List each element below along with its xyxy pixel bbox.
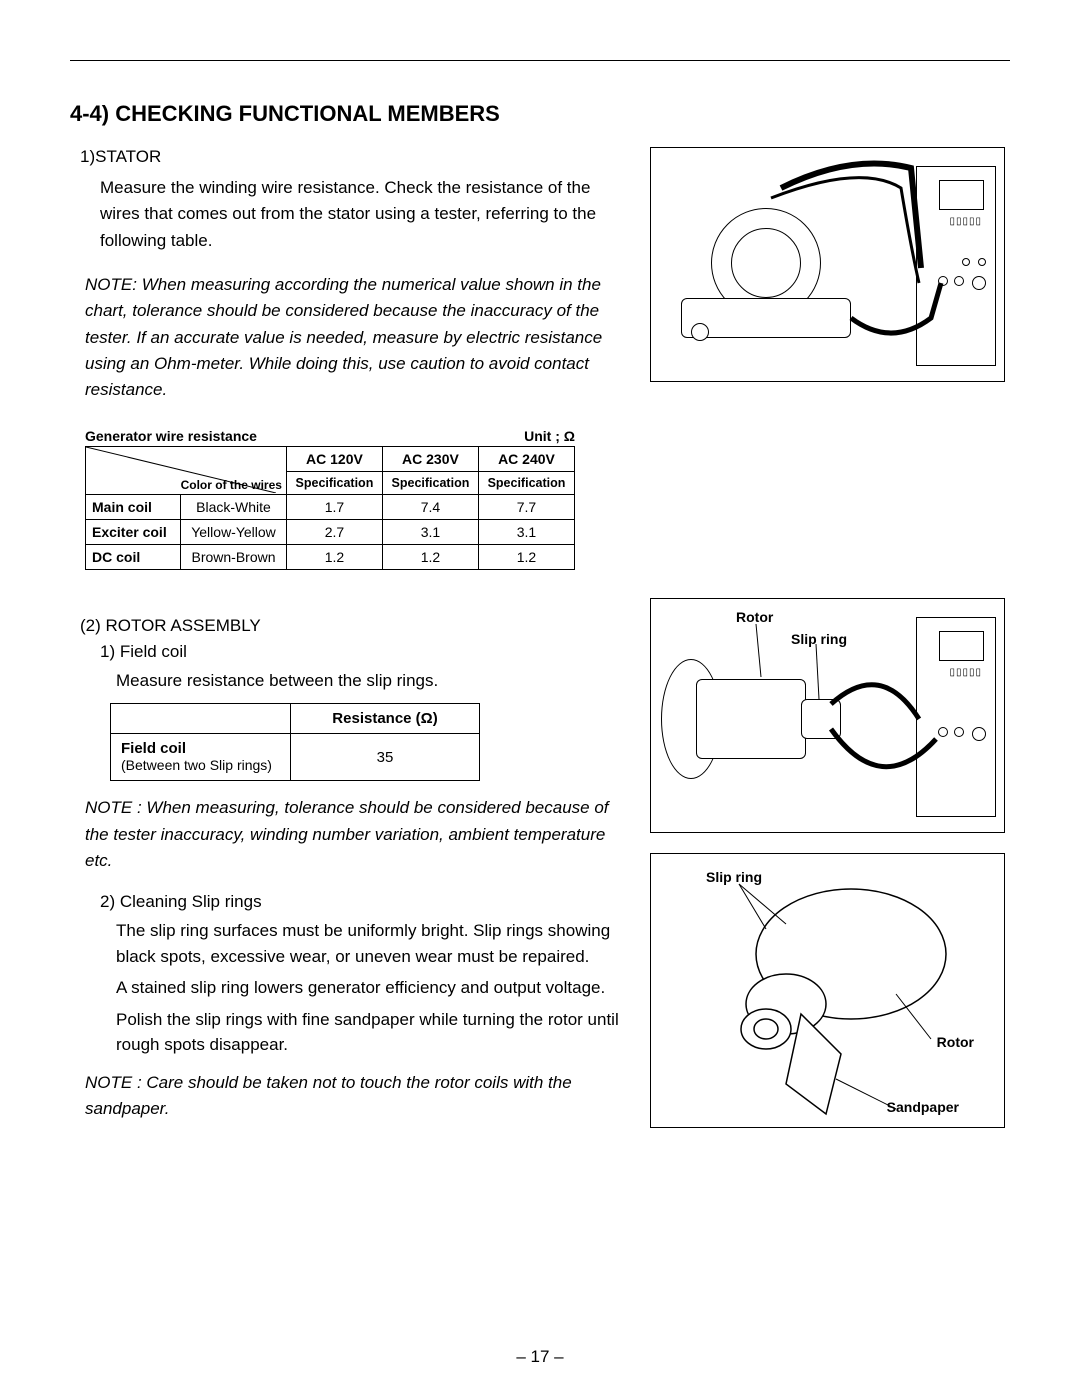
note-prefix: NOTE :: [85, 798, 142, 817]
t2-label-bold: Field coil: [121, 740, 186, 757]
stator-heading: 1)STATOR: [80, 147, 630, 167]
rotor-note1: NOTE : When measuring, tolerance should …: [85, 795, 630, 874]
stator-note: NOTE: When measuring according the numer…: [85, 272, 630, 404]
table1-title-left: Generator wire resistance: [85, 428, 257, 444]
color-label: Color of the wires: [181, 478, 282, 492]
table1-title-right: Unit ; Ω: [524, 428, 575, 444]
note-text: When measuring, tolerance should be cons…: [85, 798, 609, 870]
section-title: 4-4) CHECKING FUNCTIONAL MEMBERS: [70, 101, 1010, 127]
col2-top: AC 230V: [382, 446, 478, 471]
figure-rotor-sandpaper: Slip ring Rotor Sandpaper: [650, 853, 1005, 1128]
t2-value: 35: [291, 734, 480, 781]
note-text: Care should be taken not to touch the ro…: [85, 1073, 572, 1118]
col3-bot: Specification: [478, 471, 574, 494]
rotor-body1: Measure resistance between the slip ring…: [116, 668, 630, 694]
rotor-body2a: The slip ring surfaces must be uniformly…: [116, 918, 630, 969]
col3-top: AC 240V: [478, 446, 574, 471]
t2-header: Resistance (Ω): [291, 704, 480, 734]
table-generator-resistance: Color of the wires AC 120V AC 230V AC 24…: [85, 446, 575, 570]
rotor-note2: NOTE : Care should be taken not to touch…: [85, 1070, 630, 1123]
table1-title: Generator wire resistance Unit ; Ω: [85, 428, 575, 444]
rotor-body2c: Polish the slip rings with fine sandpape…: [116, 1007, 630, 1058]
rotor-sub1: 1) Field coil: [100, 642, 630, 662]
table-row: DC coil Brown-Brown 1.2 1.2 1.2: [86, 544, 575, 569]
col2-bot: Specification: [382, 471, 478, 494]
col1-bot: Specification: [286, 471, 382, 494]
top-rule: [70, 60, 1010, 61]
rotor-heading: (2) ROTOR ASSEMBLY: [80, 616, 630, 636]
table-row: Exciter coil Yellow-Yellow 2.7 3.1 3.1: [86, 519, 575, 544]
table-row: Main coil Black-White 1.7 7.4 7.7: [86, 494, 575, 519]
table-row: Field coil (Between two Slip rings) 35: [111, 734, 480, 781]
note-prefix: NOTE:: [85, 275, 137, 294]
note-prefix: NOTE :: [85, 1073, 142, 1092]
rotor-body2b: A stained slip ring lowers generator eff…: [116, 975, 630, 1001]
rotor-sub2: 2) Cleaning Slip rings: [100, 892, 630, 912]
col1-top: AC 120V: [286, 446, 382, 471]
note-text: When measuring according the numerical v…: [85, 275, 602, 399]
t2-label-sub: (Between two Slip rings): [121, 757, 272, 773]
figure-stator: ▯▯▯▯▯: [650, 147, 1005, 382]
table-field-coil: Resistance (Ω) Field coil (Between two S…: [110, 703, 480, 781]
rotor-row: (2) ROTOR ASSEMBLY 1) Field coil Measure…: [70, 588, 1010, 1128]
stator-body: Measure the winding wire resistance. Che…: [100, 175, 630, 254]
figure-rotor-test: Rotor Slip ring ▯▯▯▯▯: [650, 598, 1005, 833]
stator-row: 1)STATOR Measure the winding wire resist…: [70, 147, 1010, 422]
page-number: – 17 –: [0, 1347, 1080, 1367]
